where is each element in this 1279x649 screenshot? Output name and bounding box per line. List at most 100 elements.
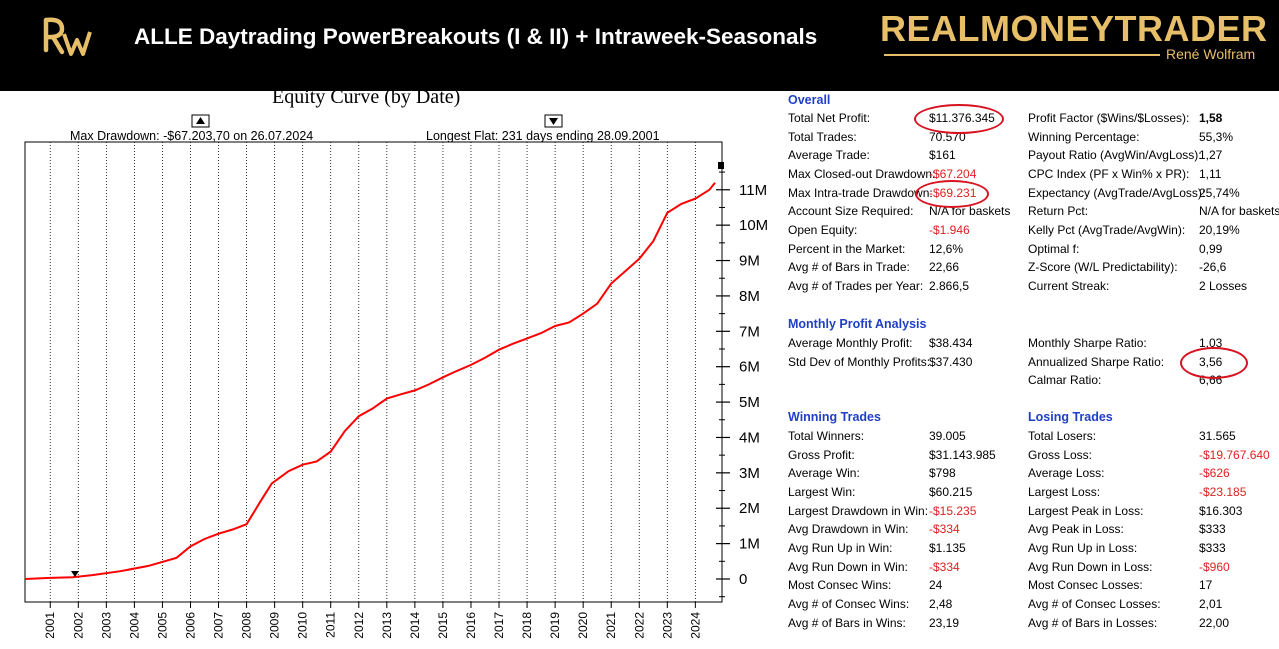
losing-label: Gross Loss:	[1028, 447, 1093, 462]
x-tick-label: 2023	[660, 612, 674, 639]
header-title: ALLE Daytrading PowerBreakouts (I & II) …	[134, 24, 818, 49]
winning-label: Avg # of Bars in Wins:	[788, 615, 906, 630]
winning-value: -$15.235	[929, 503, 977, 518]
losing-label: Average Loss:	[1028, 466, 1105, 481]
overall-left-label: Avg # of Bars in Trade:	[788, 260, 910, 275]
overall-right-label: Payout Ratio (AvgWin/AvgLoss):	[1028, 148, 1202, 163]
winning-value: 24	[929, 578, 943, 593]
overall-left-label: Total Net Profit:	[788, 111, 871, 125]
x-tick-label: 2022	[632, 612, 646, 639]
up-arrow-icon	[196, 117, 205, 124]
monthly-left-label: Average Monthly Profit:	[788, 336, 913, 350]
overall-right-label: Current Streak:	[1028, 278, 1110, 293]
overall-left-value: 2.866,5	[929, 278, 970, 293]
losing-label: Most Consec Losses:	[1028, 578, 1143, 593]
winning-label: Avg Drawdown in Win:	[788, 522, 909, 537]
y-tick-label: 4M	[739, 429, 760, 446]
overall-left-label: Percent in the Market:	[788, 241, 906, 256]
plot-frame	[24, 141, 723, 603]
losing-value: $333	[1199, 540, 1226, 555]
x-tick-label: 2008	[240, 612, 254, 639]
overall-right-value: 1,27	[1199, 148, 1223, 163]
overall-right-label: Z-Score (W/L Predictability):	[1028, 260, 1178, 275]
highlight-intra-drawdown	[915, 180, 989, 208]
y-tick-label: 5M	[739, 394, 760, 411]
losing-value: 17	[1199, 578, 1213, 593]
overall-right-label: Optimal f:	[1028, 241, 1080, 256]
x-tick-label: 2014	[408, 612, 422, 639]
overall-right-label: Profit Factor ($Wins/$Losses):	[1028, 111, 1190, 125]
x-tick-label: 2006	[183, 612, 197, 639]
x-tick-label: 2002	[71, 612, 85, 639]
brand-subtitle: René Wolfram	[1166, 46, 1256, 62]
x-tick-label: 2004	[127, 612, 141, 639]
stats-panel: Overall Total Net Profit: $11.376.345 Total…	[782, 91, 1279, 649]
overall-left-label: Max Closed-out Drawdown:	[788, 166, 936, 181]
x-tick-label: 2015	[436, 612, 450, 639]
losing-label: Avg Run Down in Loss:	[1028, 559, 1153, 574]
x-tick-label: 2019	[548, 612, 562, 639]
chart-title: Equity Curve (by Date)	[272, 86, 461, 108]
flat-marker-icon	[71, 571, 79, 577]
down-arrow-icon	[549, 118, 558, 125]
x-tick-label: 2020	[576, 612, 590, 639]
highlight-net-profit	[914, 104, 1004, 134]
monthly-left-value: $37.430	[929, 354, 973, 369]
x-tick-label: 2003	[99, 612, 113, 639]
x-tick-label: 2021	[604, 612, 618, 639]
winning-value: $60.215	[929, 484, 973, 499]
losing-label: Avg # of Consec Losses:	[1028, 596, 1161, 611]
overall-left-value: 12,6%	[929, 241, 964, 256]
brand-underline	[884, 54, 1160, 56]
overall-left-value: -$1.946	[929, 222, 970, 237]
overall-right-value: 25,74%	[1199, 185, 1240, 200]
losing-value: 22,00	[1199, 615, 1230, 630]
x-tick-label: 2016	[464, 612, 478, 639]
y-tick-label: 11M	[739, 182, 767, 199]
x-tick-label: 2005	[155, 612, 169, 639]
overall-left-label: Avg # of Trades per Year:	[788, 278, 924, 293]
overall-right-label: Expectancy (AvgTrade/AvgLoss):	[1028, 185, 1206, 200]
section-overall-title: Overall	[788, 93, 831, 107]
losing-value: $16.303	[1199, 503, 1243, 518]
overall-right-value: 0,99	[1199, 241, 1223, 256]
section-monthly-title: Monthly Profit Analysis	[788, 317, 927, 331]
monthly-right-label: Monthly Sharpe Ratio:	[1028, 336, 1147, 350]
losing-label: Avg Run Up in Loss:	[1028, 540, 1138, 555]
rw-logo-icon	[43, 17, 92, 56]
losing-value: -$626	[1199, 466, 1230, 481]
peak-marker-icon	[718, 162, 724, 169]
losing-label: Largest Peak in Loss:	[1028, 503, 1144, 518]
overall-right-value: 55,3%	[1199, 129, 1234, 144]
winning-label: Most Consec Wins:	[788, 578, 892, 593]
overall-right-label: Kelly Pct (AvgTrade/AvgWin):	[1028, 222, 1186, 237]
x-tick-label: 2017	[492, 612, 506, 639]
winning-value: 39.005	[929, 429, 966, 443]
winning-label: Gross Profit:	[788, 447, 855, 462]
section-losing-title: Losing Trades	[1028, 410, 1113, 424]
y-tick-label: 8M	[739, 288, 760, 305]
winning-value: -$334	[929, 522, 960, 537]
winning-label: Largest Drawdown in Win:	[788, 503, 929, 518]
losing-label: Avg Peak in Loss:	[1028, 522, 1124, 537]
winning-value: $1.135	[929, 540, 966, 555]
overall-left-label: Total Trades:	[788, 129, 857, 144]
x-tick-label: 2009	[268, 612, 282, 639]
x-tick-label: 2013	[380, 612, 394, 639]
equity-chart: 2001 2002 2003 2004 2005 2006 2007 2008 2009 2010…	[24, 114, 768, 639]
losing-value: 31.565	[1199, 429, 1236, 443]
winning-label: Avg # of Consec Wins:	[788, 596, 910, 611]
y-tick-label: 10M	[739, 217, 768, 234]
overall-right-value: -26,6	[1199, 260, 1227, 275]
x-tick-label: 2012	[352, 612, 366, 639]
winning-label: Largest Win:	[788, 484, 856, 499]
monthly-right-label: Calmar Ratio:	[1028, 373, 1102, 388]
winning-label: Avg Run Up in Win:	[788, 540, 893, 555]
x-tick-label: 2024	[688, 612, 702, 639]
overall-left-label: Open Equity:	[788, 222, 858, 237]
equity-line	[24, 182, 716, 580]
losing-label: Largest Loss:	[1028, 484, 1101, 499]
winning-label: Average Win:	[788, 466, 860, 481]
highlight-sharpe	[1180, 347, 1248, 379]
x-tick-label: 2010	[296, 612, 310, 639]
